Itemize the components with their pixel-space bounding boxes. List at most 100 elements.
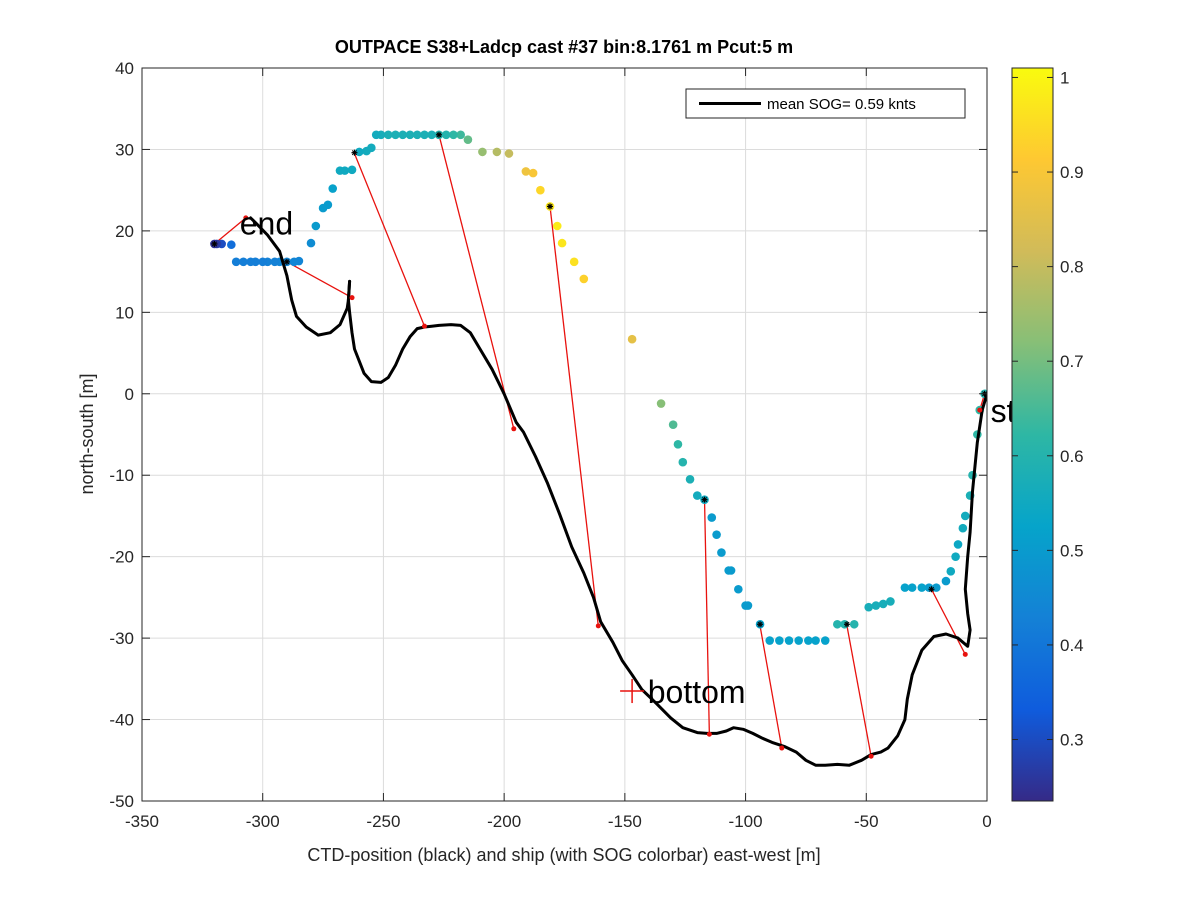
ship-point	[521, 167, 531, 176]
ctd-endpoint-marker	[706, 731, 712, 737]
colorbar-tick-label: 0.8	[1060, 258, 1084, 277]
y-tick-label: -30	[109, 629, 134, 648]
ship-point	[463, 135, 473, 144]
ship-point	[820, 636, 830, 645]
y-tick-label: 40	[115, 59, 134, 78]
ship-point	[668, 420, 678, 430]
ship-point	[717, 548, 726, 557]
ship-point	[557, 238, 567, 248]
bottom-marker	[620, 679, 645, 704]
colorbar-tick-label: 0.3	[1060, 731, 1084, 750]
ship-point	[685, 474, 695, 484]
y-tick-label: -20	[109, 548, 134, 567]
x-tick-label: 0	[982, 812, 991, 831]
ship-point	[427, 130, 437, 140]
plot-area-background	[142, 68, 987, 801]
x-tick-label: -350	[125, 812, 159, 831]
ship-point	[900, 583, 910, 592]
ship-point	[953, 540, 963, 549]
colorbar-tick-label: 0.5	[1060, 541, 1084, 560]
axis-ticks	[141, 67, 988, 802]
ship-point	[318, 203, 328, 213]
ship-star-marker	[928, 586, 935, 593]
ship-point	[579, 274, 589, 284]
ship-point	[398, 130, 408, 140]
axis-tick-labels: -350 -300 -250 -200 -150 -100 -50 0 40 30 20 10 0 -10…	[109, 59, 991, 831]
ship-point	[239, 257, 248, 267]
ship-point	[960, 511, 970, 521]
ctd-endpoint-marker	[421, 323, 427, 329]
ship-point	[246, 257, 255, 267]
ship-point	[951, 552, 960, 561]
ship-point	[871, 601, 881, 610]
ship-point	[886, 597, 895, 606]
grid-lines	[142, 68, 987, 801]
colorbar-gradient	[1011, 67, 1054, 802]
annotation-bottom: bottom	[648, 674, 746, 710]
ship-point	[734, 584, 743, 594]
ship-point	[227, 240, 236, 250]
y-tick-label: 30	[115, 140, 134, 159]
ship-point	[692, 491, 702, 500]
y-tick-label: -40	[109, 711, 134, 730]
ship-point	[804, 636, 813, 645]
ship-point	[673, 439, 683, 449]
ctd-track-end-segment	[249, 216, 352, 337]
ship-point	[289, 257, 299, 267]
colorbar-tick-label: 0.6	[1060, 447, 1084, 466]
ship-point	[347, 165, 357, 175]
legend: mean SOG= 0.59 knts	[685, 88, 966, 119]
ctd-ship-connectors	[214, 134, 986, 757]
ctd-endpoint-marker	[243, 215, 249, 221]
ctd-endpoint-marker	[779, 745, 785, 751]
x-tick-label: -200	[487, 812, 521, 831]
x-tick-label: -250	[366, 812, 400, 831]
plot-frame	[141, 67, 988, 802]
ship-point	[335, 166, 345, 175]
y-axis-label: north-south [m]	[77, 373, 97, 494]
ctd-track-line	[346, 279, 987, 767]
connector-line	[846, 625, 872, 757]
ship-point	[231, 257, 241, 267]
x-tick-label: -300	[246, 812, 280, 831]
connector-line	[438, 134, 515, 429]
colorbar: 0.3 0.4 0.5 0.6 0.7 0.8 0.9 1	[1011, 67, 1084, 802]
ship-point	[784, 636, 794, 645]
ship-point	[833, 619, 842, 629]
connector-line	[759, 625, 783, 749]
ship-point	[864, 602, 873, 612]
ship-point	[441, 130, 451, 140]
ship-point	[552, 221, 562, 231]
ship-point	[917, 583, 927, 592]
ship-point	[724, 566, 733, 575]
ship-star-marker	[757, 621, 764, 628]
ship-point	[391, 130, 400, 140]
ship-point	[412, 130, 422, 140]
connector-line	[930, 588, 966, 655]
connector-line	[286, 261, 353, 299]
x-tick-label: -100	[729, 812, 763, 831]
ship-point	[405, 130, 415, 140]
x-axis-label: CTD-position (black) and ship (with SOG …	[307, 845, 820, 865]
ship-point	[449, 130, 458, 140]
ctd-endpoint-marker	[868, 753, 874, 759]
ship-point	[878, 599, 888, 609]
track-markers	[211, 131, 987, 759]
ship-point	[794, 636, 803, 645]
ship-point	[958, 523, 968, 533]
ship-point	[306, 238, 316, 248]
ship-point	[383, 130, 393, 140]
ship-point	[941, 576, 951, 586]
ship-point	[270, 257, 280, 267]
ship-point	[328, 184, 338, 193]
ship-point	[258, 257, 268, 267]
ship-point	[656, 399, 666, 408]
ship-point	[811, 636, 820, 645]
ship-point	[536, 185, 545, 195]
ctd-endpoint-marker	[962, 651, 968, 657]
ship-star-marker	[701, 496, 708, 503]
ship-point	[712, 530, 721, 539]
ctd-endpoint-marker	[595, 623, 601, 629]
annotation-end: end	[240, 206, 293, 242]
